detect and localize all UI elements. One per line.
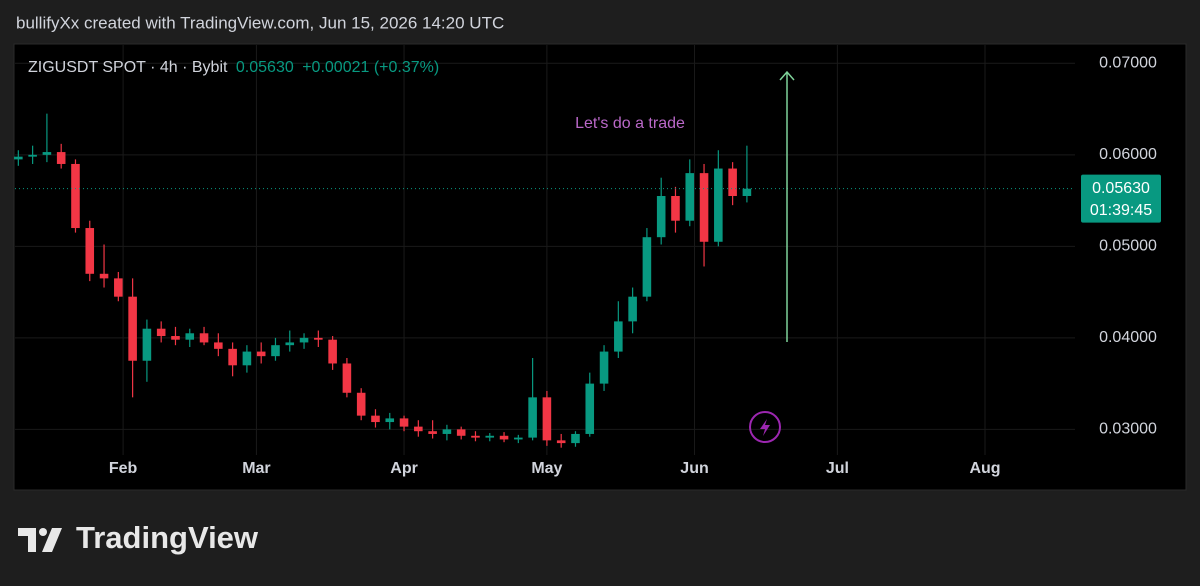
arrow-head <box>779 70 795 81</box>
candle-body <box>71 163 80 229</box>
candle-body <box>556 440 566 444</box>
candle-body <box>256 351 266 357</box>
last-price-box <box>1081 174 1161 223</box>
logo-slash <box>42 528 62 552</box>
arrow <box>779 70 795 342</box>
candle-body <box>242 351 252 366</box>
x-tick-label: Mar <box>242 460 270 477</box>
candle-body <box>471 435 480 438</box>
candle-body <box>228 348 237 366</box>
candle-body <box>614 321 623 352</box>
countdown: 01:39:45 <box>1090 202 1152 219</box>
candle-body <box>514 437 523 440</box>
candle-body <box>328 339 337 364</box>
candle-body <box>56 152 66 164</box>
candle-body <box>485 435 495 438</box>
candle-body <box>14 156 23 160</box>
candle-body <box>299 337 309 343</box>
chart-panel <box>13 43 1187 491</box>
candle-body <box>599 351 609 384</box>
logo-dot <box>39 528 47 536</box>
candle-body <box>728 168 737 197</box>
candle-body <box>528 397 537 438</box>
candle-body <box>342 363 352 393</box>
x-tick-label: May <box>531 460 562 477</box>
logo-t <box>18 528 36 552</box>
change: +0.00021 (+0.37%) <box>302 59 439 76</box>
candle-body <box>685 173 695 221</box>
symbol: ZIGUSDT SPOT · 4h · Bybit <box>28 59 228 76</box>
candle-body <box>442 429 452 434</box>
x-tick-label: Jul <box>826 460 849 477</box>
last-price-label: 0.05630 <box>1092 180 1150 197</box>
candle-body <box>585 383 595 434</box>
brand: TradingView <box>76 520 259 555</box>
candle-body <box>171 336 180 340</box>
candle-body <box>428 431 437 434</box>
candle-body <box>456 429 466 436</box>
y-tick-label: 0.03000 <box>1099 421 1157 438</box>
candle-body <box>199 333 209 343</box>
candle-body <box>85 228 95 274</box>
candle-body <box>356 392 366 416</box>
plot: 0.03000 0.04000 0.05000 0.06000 0.07000 Feb Ma… <box>14 45 1161 477</box>
y-tick-label: 0.06000 <box>1099 146 1157 163</box>
candle-body <box>156 328 166 337</box>
annotation: Let's do a trade <box>575 115 685 132</box>
candle-body <box>671 196 680 221</box>
candle-body <box>656 196 666 238</box>
candle-body <box>114 278 123 297</box>
candle-body <box>142 328 152 361</box>
candle-body <box>571 433 580 444</box>
y-tick-label: 0.07000 <box>1099 55 1157 72</box>
candle-body <box>271 345 280 357</box>
candle-body <box>214 342 223 349</box>
candle-body <box>714 168 723 242</box>
candle-body <box>28 154 37 157</box>
legend-line: ZIGUSDT SPOT · 4h · Bybit 0.05630 +0.000… <box>28 59 439 76</box>
candle-body <box>371 415 380 423</box>
candle-body <box>699 173 709 242</box>
header: bullifyXx created with TradingView.com, … <box>16 13 504 32</box>
candle-body <box>628 296 637 322</box>
candle-body <box>414 426 423 432</box>
y-tick-label: 0.04000 <box>1099 329 1157 346</box>
x-tick-label: Feb <box>109 460 138 477</box>
x-tick-label: Jun <box>680 460 708 477</box>
x-tick-label: Apr <box>390 460 418 477</box>
candle-body <box>399 418 409 427</box>
candle-body <box>185 333 195 340</box>
price: 0.05630 <box>236 59 294 76</box>
lightning-icon <box>749 411 781 443</box>
candle-body <box>742 188 752 197</box>
icon-bolt <box>760 419 770 436</box>
candle-body <box>99 273 109 279</box>
candle-body <box>42 152 52 155</box>
candle-body <box>499 435 509 440</box>
candle-body <box>385 418 395 423</box>
icon-circle <box>749 411 781 443</box>
y-tick-label: 0.05000 <box>1099 238 1157 255</box>
candle-body <box>642 237 652 297</box>
candle-body <box>285 342 295 346</box>
x-tick-label: Aug <box>969 460 1000 477</box>
candle-body <box>542 397 552 441</box>
candle-body <box>314 337 323 340</box>
logo: TradingView <box>18 520 259 555</box>
candle-body <box>128 296 137 361</box>
